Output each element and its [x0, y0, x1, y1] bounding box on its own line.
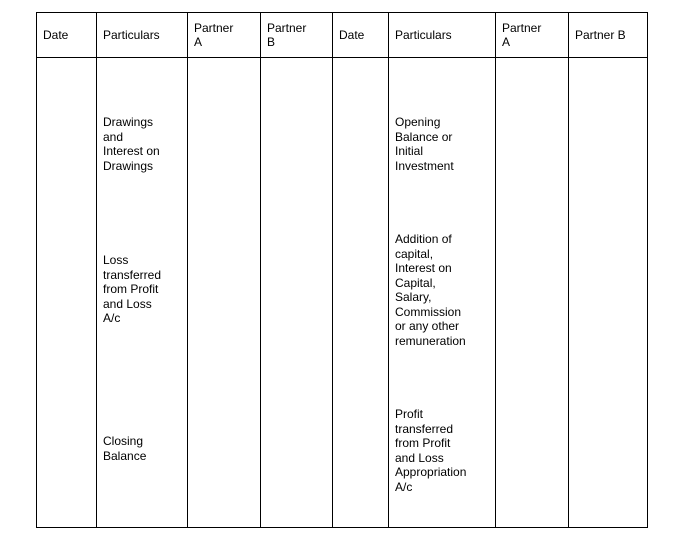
table-body-row: Drawings and Interest on Drawings Loss t… — [37, 58, 647, 527]
header-partner-b-credit: Partner B — [575, 27, 626, 42]
header-partner-a-credit: Partner A — [496, 13, 569, 57]
header-partner-b-debit: Partner B — [261, 13, 333, 57]
particulars-credit-cell: Opening Balance or Initial Investment Ad… — [389, 58, 496, 527]
header-date-debit: Date — [37, 13, 97, 57]
header-particulars-debit: Particulars — [97, 13, 188, 57]
date-debit-cell — [37, 58, 97, 527]
header-partner-a-debit: Partner A — [188, 13, 261, 57]
credit-entry-capital-additions: Addition of capital, Interest on Capital… — [395, 232, 466, 348]
debit-entry-closing-balance: Closing Balance — [103, 434, 147, 463]
date-credit-cell — [333, 58, 389, 527]
header-date-credit: Date — [333, 13, 389, 57]
credit-entry-profit-transferred: Profit transferred from Profit and Loss … — [395, 407, 467, 494]
partner-b-credit-cell — [569, 58, 647, 527]
credit-entry-opening-balance: Opening Balance or Initial Investment — [395, 115, 454, 173]
particulars-debit-cell: Drawings and Interest on Drawings Loss t… — [97, 58, 188, 527]
partner-b-debit-cell — [261, 58, 333, 527]
partner-a-debit-cell — [188, 58, 261, 527]
table-header-row: Date Particulars Partner A Partner B Dat… — [37, 13, 647, 58]
debit-entry-drawings: Drawings and Interest on Drawings — [103, 115, 160, 173]
header-particulars-credit: Particulars — [389, 13, 496, 57]
debit-entry-loss-transferred: Loss transferred from Profit and Loss A/… — [103, 253, 162, 325]
partner-a-credit-cell — [496, 58, 569, 527]
capital-account-table: Date Particulars Partner A Partner B Dat… — [36, 12, 648, 528]
